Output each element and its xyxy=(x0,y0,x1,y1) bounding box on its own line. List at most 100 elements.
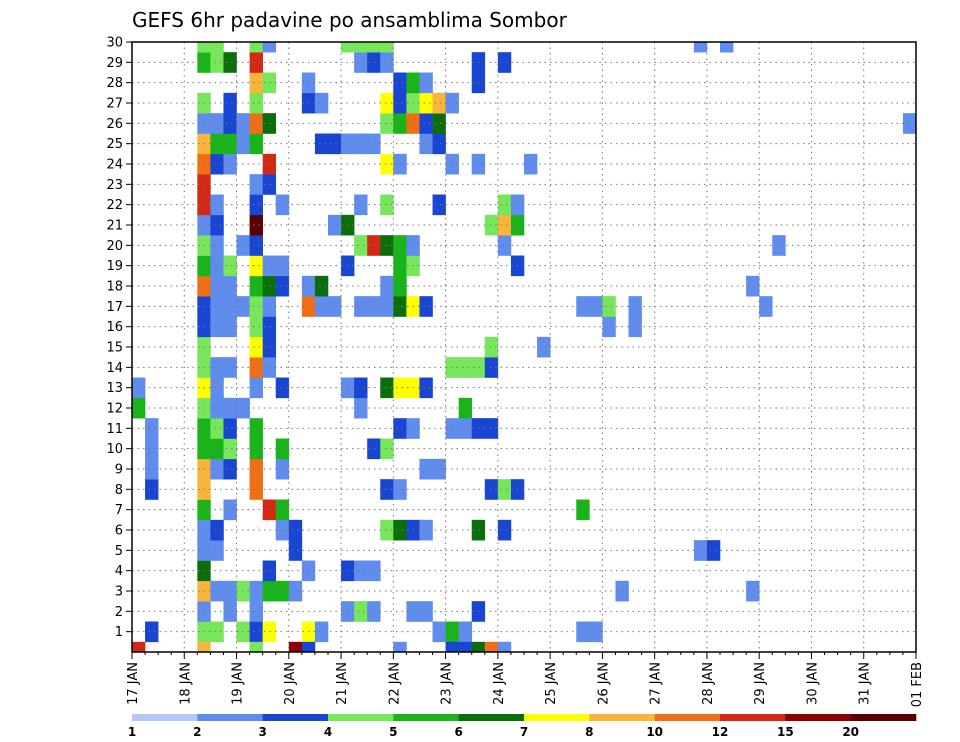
heatmap-cell xyxy=(301,641,316,653)
heatmap-cell xyxy=(210,621,224,643)
heatmap-cell xyxy=(393,72,407,94)
heatmap-cell xyxy=(628,296,642,317)
heatmap-cell xyxy=(262,42,277,53)
heatmap-cell xyxy=(537,336,551,358)
heatmap-cell xyxy=(380,42,394,53)
y-tick-label: 7 xyxy=(115,503,123,518)
heatmap-cell xyxy=(902,113,917,134)
heatmap-cell xyxy=(484,357,499,378)
heatmap-cell xyxy=(262,275,277,297)
x-tick-label: 26 JAN xyxy=(596,662,611,705)
heatmap-cell xyxy=(354,560,368,582)
heatmap-cell xyxy=(210,377,224,399)
heatmap-cell xyxy=(380,235,394,256)
y-tick-label: 1 xyxy=(115,625,123,640)
y-tick-label: 25 xyxy=(106,137,123,152)
heatmap-cell xyxy=(262,336,277,358)
heatmap-cell xyxy=(249,235,263,256)
y-tick-label: 19 xyxy=(106,259,123,274)
heatmap-cell xyxy=(210,580,224,602)
heatmap-cell xyxy=(354,397,368,419)
heatmap-cell xyxy=(249,133,263,155)
heatmap-cell xyxy=(576,296,590,317)
y-tick-label: 16 xyxy=(106,320,123,335)
heatmap-cell xyxy=(249,580,263,602)
heatmap-cell xyxy=(223,418,237,439)
x-tick-label: 21 JAN xyxy=(335,662,350,705)
heatmap-cell xyxy=(497,214,512,236)
heatmap-cell xyxy=(589,621,603,643)
chart-title: GEFS 6hr padavine po ansamblima Sombor xyxy=(132,8,568,32)
y-tick-label: 21 xyxy=(106,219,123,234)
heatmap-cell xyxy=(262,316,277,338)
heatmap-cell xyxy=(380,113,394,134)
heatmap-cell xyxy=(380,194,394,216)
heatmap-cell xyxy=(223,133,237,155)
heatmap-cell xyxy=(145,621,159,643)
heatmap-cell xyxy=(393,296,407,317)
heatmap-cell xyxy=(367,235,381,256)
heatmap-cell xyxy=(393,479,407,500)
y-tick-label: 3 xyxy=(115,585,123,600)
y-tick-label: 22 xyxy=(106,198,123,213)
y-tick-label: 15 xyxy=(106,341,123,356)
heatmap-cell xyxy=(210,519,224,541)
heatmap-cell xyxy=(262,621,277,643)
heatmap-cell xyxy=(380,52,394,73)
heatmap-cell xyxy=(393,235,407,256)
grid-lines xyxy=(132,41,916,652)
heatmap-cell xyxy=(693,42,708,53)
heatmap-cell xyxy=(419,92,433,114)
y-tick-label: 29 xyxy=(106,56,123,71)
heatmap-cell xyxy=(393,641,407,653)
colorbar-swatch xyxy=(850,714,917,721)
y-tick-label: 8 xyxy=(115,483,123,498)
heatmap-cell xyxy=(275,255,290,277)
y-tick-label: 10 xyxy=(106,442,123,457)
heatmap-cell xyxy=(393,418,407,439)
heatmap-cell xyxy=(314,92,329,114)
heatmap-cell xyxy=(471,519,486,541)
heatmap-cell xyxy=(275,499,290,521)
heatmap-cell xyxy=(275,458,290,480)
heatmap-cell xyxy=(746,275,760,297)
heatmap-cell xyxy=(328,214,342,236)
heatmap-cell xyxy=(223,52,237,73)
colorbar-swatch xyxy=(132,714,198,721)
x-tick-label: 20 JAN xyxy=(283,662,298,705)
heatmap-cell xyxy=(210,458,224,480)
x-tick-label: 31 JAN xyxy=(858,662,873,705)
heatmap-cell xyxy=(288,580,303,602)
heatmap-cell xyxy=(497,52,512,73)
heatmap-cell xyxy=(471,72,486,94)
colorbar-label: 10 xyxy=(646,725,663,739)
heatmap-cell xyxy=(419,458,433,480)
y-tick-label: 17 xyxy=(106,300,123,315)
heatmap-cell xyxy=(275,377,290,399)
y-tick-label: 13 xyxy=(106,381,123,396)
heatmap-cell xyxy=(210,133,224,155)
y-tick-label: 4 xyxy=(115,564,123,579)
heatmap-cell xyxy=(380,296,394,317)
heatmap-cell xyxy=(589,296,603,317)
y-tick-label: 9 xyxy=(115,463,123,478)
x-tick-label: 29 JAN xyxy=(753,662,768,705)
heatmap-cell xyxy=(628,316,642,338)
heatmap-cell xyxy=(720,42,734,53)
heatmap-cell xyxy=(341,42,355,53)
heatmap-cell xyxy=(484,214,499,236)
heatmap-cell xyxy=(706,540,721,561)
heatmap-cell xyxy=(223,113,237,134)
heatmap-cell xyxy=(249,438,263,460)
x-tick-label: 17 JAN xyxy=(126,662,141,705)
heatmap-cell xyxy=(262,255,277,277)
y-tick-label: 20 xyxy=(106,239,123,254)
heatmap-cell xyxy=(210,275,224,297)
heatmap-cell xyxy=(145,479,159,500)
heatmap-cell xyxy=(393,519,407,541)
heatmap-cell xyxy=(249,255,263,277)
colorbar-swatch xyxy=(458,714,525,721)
heatmap-cell xyxy=(145,458,159,480)
heatmap-cell xyxy=(262,580,277,602)
